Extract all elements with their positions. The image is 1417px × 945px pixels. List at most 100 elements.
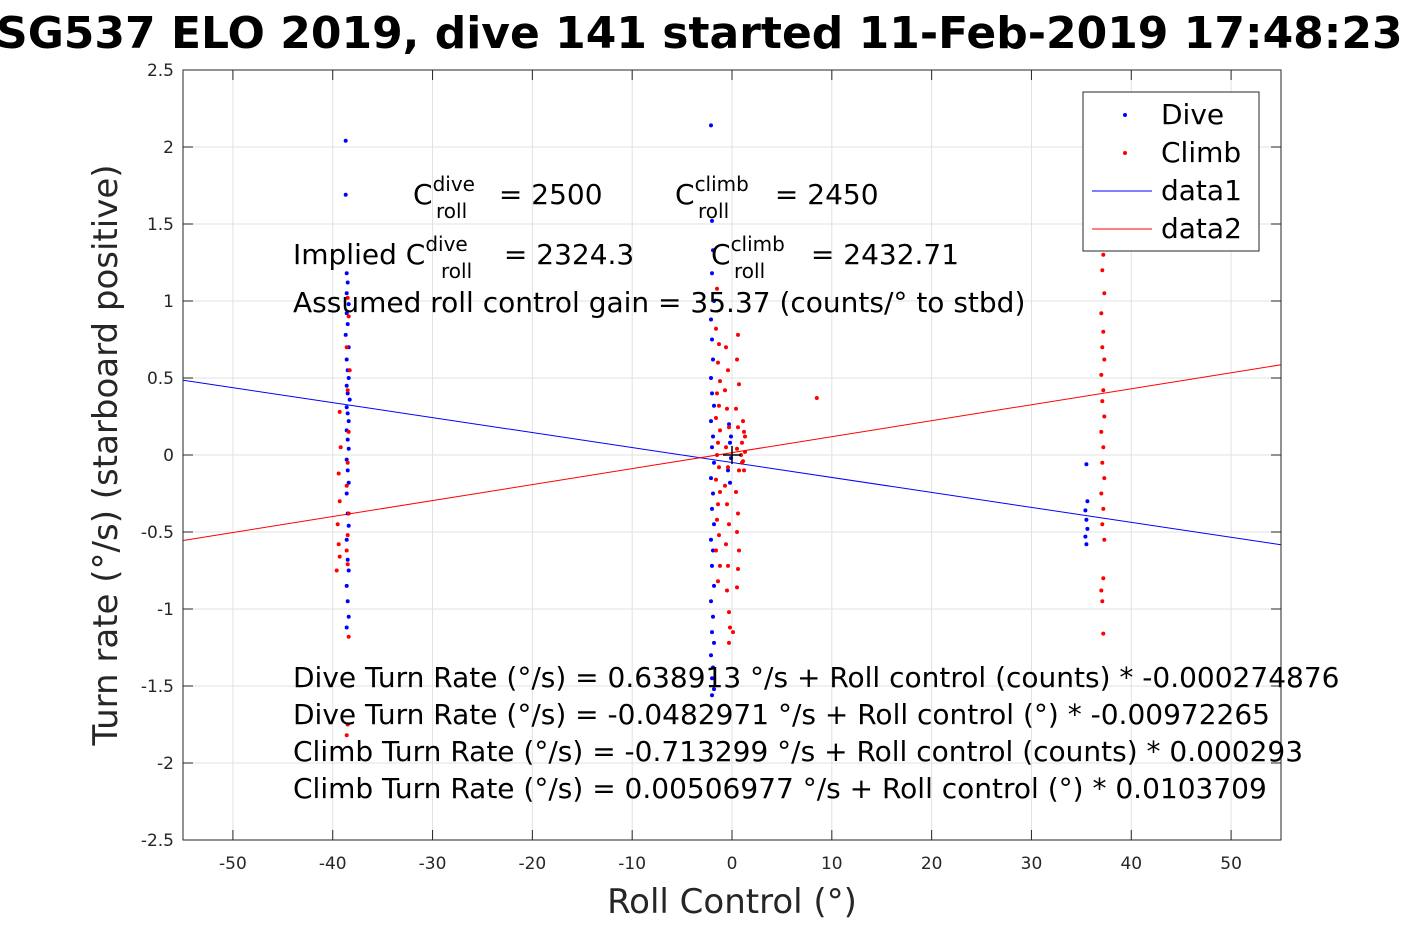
- point-climb: [336, 471, 341, 476]
- implied-dive-sub: roll: [441, 259, 472, 283]
- point-climb: [345, 460, 350, 465]
- point-climb: [741, 419, 745, 424]
- point-dive: [1083, 534, 1088, 539]
- point-dive: [345, 322, 350, 327]
- point-climb: [727, 640, 731, 645]
- point-dive: [709, 476, 713, 481]
- point-climb: [735, 585, 739, 590]
- implied-dive-value: = 2324.3: [495, 238, 634, 271]
- point-dive: [346, 480, 351, 485]
- point-dive: [710, 337, 714, 342]
- point-climb: [1102, 476, 1107, 481]
- point-climb: [1099, 588, 1104, 593]
- point-climb: [740, 440, 744, 445]
- point-dive: [345, 411, 350, 416]
- point-dive: [709, 317, 713, 322]
- point-climb: [735, 357, 739, 362]
- point-dive: [1085, 526, 1090, 531]
- point-dive: [710, 693, 714, 698]
- point-dive: [710, 506, 714, 511]
- point-climb: [716, 502, 720, 507]
- point-climb: [344, 548, 349, 553]
- point-climb: [1099, 429, 1104, 434]
- point-dive: [709, 376, 713, 380]
- point-climb: [347, 368, 352, 373]
- point-climb: [737, 468, 741, 473]
- point-climb: [1102, 414, 1107, 419]
- implied-climb-base: C: [711, 238, 731, 271]
- point-climb: [1100, 399, 1105, 404]
- point-climb: [737, 382, 741, 387]
- point-climb: [718, 379, 722, 384]
- y-tick-label: 0.5: [147, 369, 174, 389]
- point-climb: [345, 533, 350, 538]
- point-climb: [737, 548, 741, 553]
- point-climb: [346, 314, 351, 319]
- c-roll-climb-value: = 2450: [766, 178, 879, 211]
- chart-title: SG537 ELO 2019, dive 141 started 11-Feb-…: [0, 8, 1403, 59]
- point-climb: [736, 511, 740, 516]
- point-climb: [814, 396, 819, 400]
- point-climb: [736, 332, 740, 337]
- point-dive: [344, 491, 349, 496]
- point-dive: [345, 557, 350, 562]
- point-dive: [712, 687, 716, 692]
- point-climb: [736, 425, 740, 430]
- x-tick-label: -20: [518, 854, 546, 874]
- point-climb: [1101, 252, 1106, 257]
- point-climb: [723, 483, 727, 488]
- point-climb: [716, 360, 720, 365]
- point-climb: [715, 286, 719, 291]
- implied-prefix: Implied C: [293, 238, 425, 271]
- y-tick-label: 1.5: [147, 215, 174, 235]
- point-climb: [1101, 445, 1106, 450]
- x-tick-label: -10: [618, 854, 646, 874]
- x-tick-label: -50: [219, 854, 247, 874]
- climb-equation-degrees: Climb Turn Rate (°/s) = 0.00506977 °/s +…: [293, 772, 1267, 805]
- c-roll-dive-sup: dive: [433, 172, 475, 196]
- x-tick-label: 30: [1021, 854, 1043, 874]
- point-climb: [1101, 506, 1106, 511]
- point-climb: [724, 445, 728, 450]
- legend: Dive Climb data1 data2: [1082, 91, 1260, 252]
- point-climb: [723, 388, 727, 393]
- point-climb: [734, 490, 738, 494]
- point-dive: [346, 523, 351, 528]
- point-dive: [709, 537, 713, 542]
- point-climb: [734, 406, 738, 411]
- point-climb: [718, 428, 722, 433]
- point-climb: [345, 388, 350, 393]
- point-climb: [1100, 345, 1105, 350]
- center-marker: [723, 446, 741, 464]
- point-climb: [346, 429, 351, 434]
- assumed-gain-annotation: Assumed roll control gain = 35.37 (count…: [293, 286, 1025, 319]
- y-tick-label: 1: [163, 292, 174, 312]
- point-climb: [728, 625, 732, 630]
- point-climb: [345, 722, 350, 727]
- point-dive: [344, 457, 349, 462]
- y-tick-label: -2.5: [141, 831, 174, 851]
- point-dive: [346, 302, 351, 307]
- point-climb: [724, 345, 728, 350]
- point-climb: [345, 295, 350, 300]
- point-climb: [334, 568, 339, 573]
- point-dive: [710, 445, 714, 450]
- point-dive: [343, 192, 348, 197]
- legend-box: [1082, 91, 1260, 252]
- point-dive: [709, 419, 713, 424]
- point-climb: [718, 490, 722, 494]
- point-climb: [725, 406, 729, 411]
- point-dive: [1085, 499, 1090, 504]
- point-dive: [727, 422, 731, 427]
- implied-climb-sub: roll: [734, 259, 765, 283]
- point-dive: [343, 138, 348, 143]
- point-climb: [346, 511, 351, 516]
- x-tick-label: -30: [419, 854, 447, 874]
- legend-marker-climb: [1123, 151, 1127, 155]
- climb-equation-counts: Climb Turn Rate (°/s) = -0.713299 °/s + …: [293, 735, 1303, 768]
- point-climb: [714, 416, 718, 420]
- y-tick-label: -1.5: [141, 677, 174, 697]
- point-dive: [344, 311, 349, 316]
- y-tick-label: 0: [163, 446, 174, 466]
